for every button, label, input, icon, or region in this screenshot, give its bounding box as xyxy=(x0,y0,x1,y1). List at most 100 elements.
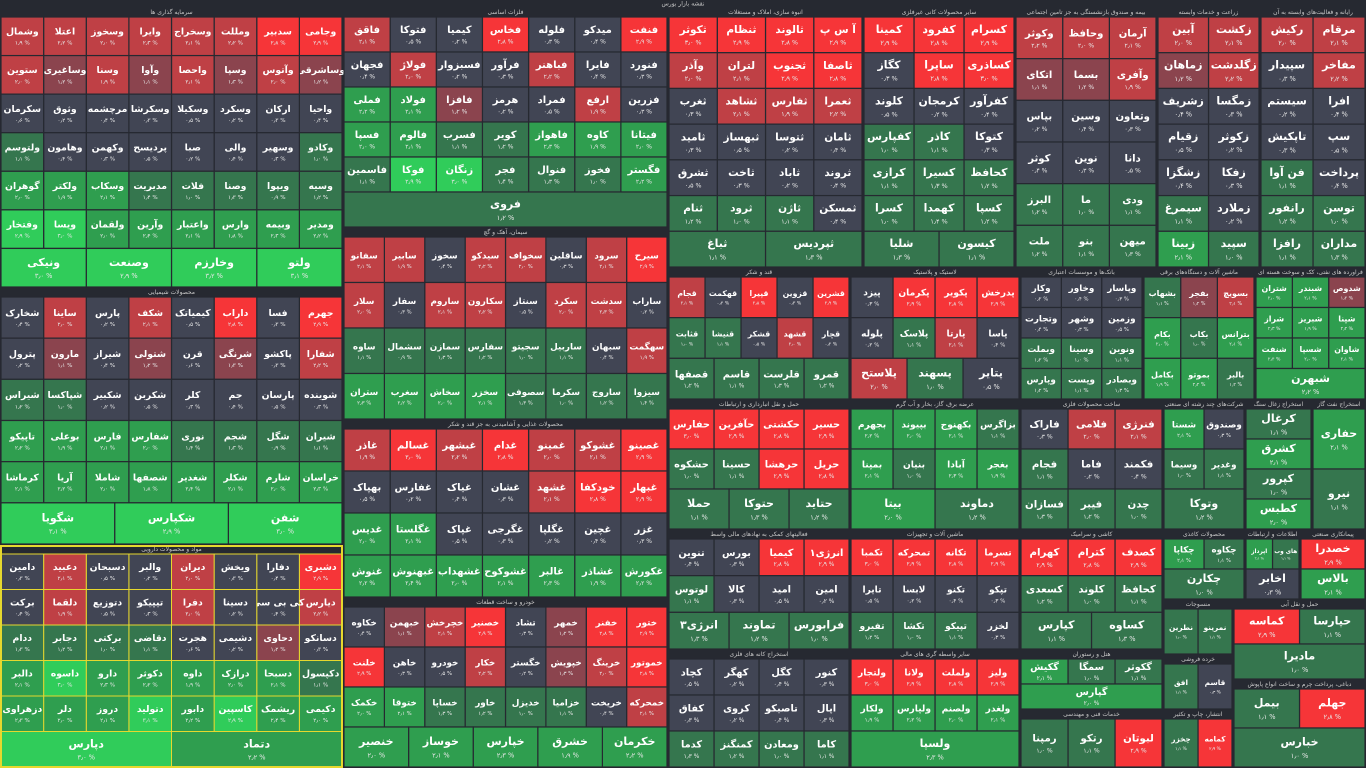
tile-change: ۱٫۱ % xyxy=(1078,251,1094,258)
tile-change: ۱٫۲ % xyxy=(559,631,573,637)
tile-change: ۱٫۰ % xyxy=(1078,209,1094,216)
tile-change: ۰٫۳ % xyxy=(991,635,1006,641)
tile-name: ولملت xyxy=(942,668,971,678)
tile-name: فسپا xyxy=(355,130,380,141)
tile-name: پترول xyxy=(9,349,36,360)
tile-box xyxy=(213,589,258,626)
tile-name: نطرین xyxy=(1169,623,1193,632)
sector-title: شرکت‌های چند رشته ای صنعتی xyxy=(1165,401,1244,408)
tile-box xyxy=(1312,194,1366,232)
tile-change: ۱٫۲ % xyxy=(1193,301,1206,307)
tile-change: ۱٫۰ % xyxy=(1291,666,1309,674)
tile-change: ۱٫۳ % xyxy=(15,647,30,653)
tile-name: شستا xyxy=(1172,421,1196,431)
tile-name: فباهنر xyxy=(535,60,568,71)
tile-box xyxy=(758,730,805,768)
tile-name: پکویر xyxy=(943,289,967,299)
sector-title: سرمایه گذاری ها xyxy=(150,8,192,16)
tile-box xyxy=(758,357,805,400)
tile-change: ۰٫۵ % xyxy=(753,341,766,347)
tile-change: ۱٫۰ % xyxy=(519,355,533,361)
tile-name: قشرین xyxy=(817,289,845,298)
tile-change: ۲٫۸ % xyxy=(497,39,513,46)
sector-title: سایر محصولات کانی غیرفلزی xyxy=(902,9,977,16)
tile-name: ثعمرا xyxy=(824,96,851,108)
tile-change: ۲٫۲ % xyxy=(185,718,200,724)
tile-name: ثاژن xyxy=(778,203,801,215)
tile-change: ۲٫۰ % xyxy=(367,751,385,759)
tile-change: ۰٫۵ % xyxy=(1330,146,1348,154)
tile-box xyxy=(758,538,805,577)
sector-title: اطلاعات و ارتباطات xyxy=(1248,531,1298,538)
tile-change: ۱٫۱ % xyxy=(143,79,158,85)
tile-change: ۲٫۱ % xyxy=(1125,42,1141,49)
tile-change: ۱٫۱ % xyxy=(1258,713,1276,721)
sector-title: دباغی، پرداخت چرم و ساخت انواع پاپوش xyxy=(1248,681,1352,688)
tile-change: ۱٫۰ % xyxy=(57,404,72,410)
tile-box xyxy=(668,694,715,732)
tile-box xyxy=(43,461,87,504)
tile-name: خصنیر xyxy=(470,619,499,629)
tile-box xyxy=(85,170,130,211)
tile-change: ۲٫۱ % xyxy=(733,111,750,118)
tile-name: وخارزم xyxy=(194,256,234,269)
tile-change: ۰٫۵ % xyxy=(684,682,700,688)
tile-box xyxy=(1260,194,1314,232)
tile-change: ۱٫۲ % xyxy=(810,513,828,521)
tile-box xyxy=(668,194,718,232)
tile-name: دکیمی xyxy=(306,704,336,715)
tile-change: ۲٫۱ % xyxy=(991,717,1006,723)
tile-name: رمپنا xyxy=(1032,733,1056,744)
tile-change: ۲٫۸ % xyxy=(819,474,835,480)
tile-box xyxy=(913,16,965,54)
tile-box xyxy=(343,726,410,768)
tile-name: قاسم xyxy=(723,369,750,380)
tile-box xyxy=(668,575,715,613)
tile-name: شکف xyxy=(137,308,163,319)
tile-box xyxy=(343,428,391,472)
tile-change: ۱٫۳ % xyxy=(774,384,790,390)
tile-change: ۲٫۲ % xyxy=(478,309,492,315)
tile-box xyxy=(963,87,1015,125)
tile-change: ۲٫۲ % xyxy=(1330,75,1348,83)
tile-change: ۱٫۲ % xyxy=(143,363,158,369)
sector: فراورده های نفتی، کک و سوخت هسته ایشدوص۱… xyxy=(1255,269,1366,400)
tile-change: ۰٫۳ % xyxy=(991,598,1006,604)
tile-change: ۲٫۲ % xyxy=(1031,42,1047,49)
tile-box xyxy=(170,419,215,463)
tile-change: ۱٫۲ % xyxy=(1229,382,1242,388)
tile-box xyxy=(298,461,343,504)
tile-name: خموتور xyxy=(630,659,663,669)
tile-name: پلاستح xyxy=(861,367,897,380)
tile-name: میدکو xyxy=(583,25,612,36)
tile-box xyxy=(1203,448,1245,490)
sector-title: فلزات اساسی xyxy=(488,9,524,16)
tile-name: خشرق xyxy=(552,735,588,748)
tile-name: قثابت xyxy=(676,329,698,338)
tile-box xyxy=(1300,538,1366,570)
